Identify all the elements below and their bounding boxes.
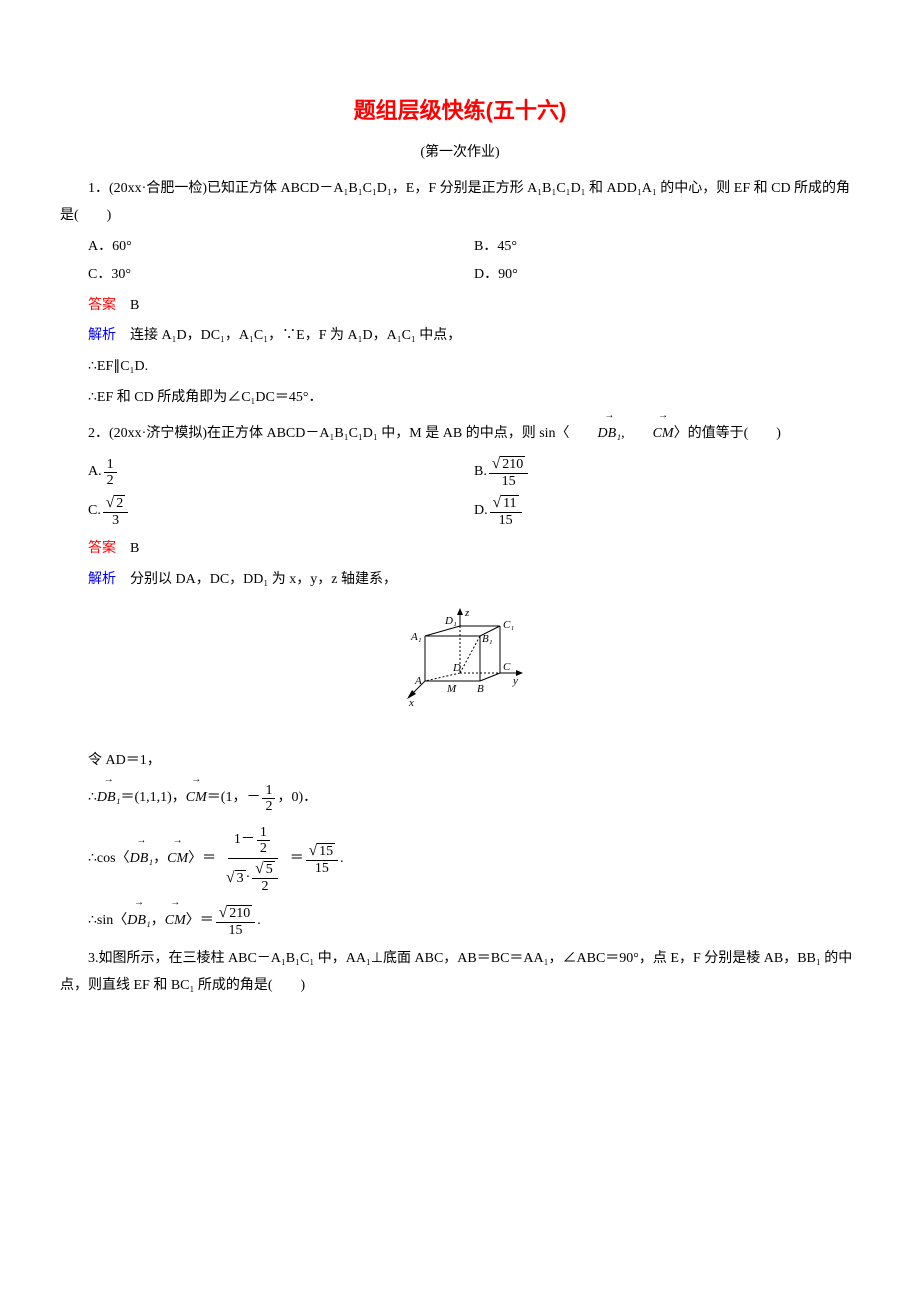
q1-answer-value: B (116, 298, 139, 313)
q1-analysis: 解析 连接 A₁D，DC₁，A₁C₁，∵E，F 为 A₁D，A₁C₁ 中点， (88, 323, 860, 350)
q1-line2: ∴EF∥C₁D. (88, 354, 860, 381)
q2-optA: A. 12 (88, 456, 474, 489)
svg-text:B₁: B₁ (482, 633, 493, 645)
q1-options-row1: A．60° B．45° (88, 234, 860, 261)
arrow-icon: → (625, 411, 674, 421)
q2-analysis: 解析 分别以 DA，DC，DD₁ 为 x，y，z 轴建系， (88, 567, 860, 594)
fraction: √23 (103, 495, 128, 528)
q2-optC: C. √23 (88, 495, 474, 528)
svg-text:D: D (452, 662, 461, 674)
analysis-label: 解析 (88, 328, 116, 343)
svg-text:A₁: A₁ (410, 631, 422, 643)
q2-analysis-text: 分别以 DA，DC，DD₁ 为 x，y，z 轴建系， (116, 572, 397, 587)
vec-cm: →CM (186, 785, 207, 812)
cube-figure: z D₁ C₁ A₁ B₁ A D C y M B x (60, 606, 860, 737)
q2-stem: 2．(20xx·济宁模拟)在正方体 ABCD－A₁B₁C₁D₁ 中，M 是 AB… (60, 421, 860, 448)
q1-line3: ∴EF 和 CD 所成角即为∠C₁DC＝45°． (88, 385, 860, 412)
q3-stem: 3.如图所示，在三棱柱 ABC－A₁B₁C₁ 中，AA₁⊥底面 ABC，AB＝B… (60, 946, 860, 999)
svg-text:C₁: C₁ (503, 619, 514, 631)
page-subtitle: (第一次作业) (60, 140, 860, 167)
q2-sin: ∴sin〈→DB₁，→CM〉＝ √21015. (88, 905, 860, 938)
svg-text:M: M (446, 683, 457, 695)
svg-text:A: A (414, 675, 422, 687)
q1-optA: A．60° (88, 234, 474, 261)
big-fraction: 1－12 √3·√52 (220, 823, 286, 897)
fraction: √1115 (490, 495, 522, 528)
answer-label: 答案 (88, 298, 116, 313)
q2-stem-suffix: 〉的值等于( ) (674, 426, 781, 441)
sqrt: √2 (106, 495, 125, 512)
fraction: √21015 (489, 456, 528, 489)
sqrt: √210 (492, 456, 525, 473)
q2-options-row1: A. 12 B. √21015 (88, 456, 860, 489)
q2-stem-prefix: 2．(20xx·济宁模拟)在正方体 ABCD－A₁B₁C₁D₁ 中，M 是 AB… (88, 426, 570, 441)
vec-db1: →DB₁ (570, 421, 622, 448)
sqrt: √11 (493, 495, 519, 512)
q2-options-row2: C. √23 D. √1115 (88, 495, 860, 528)
analysis-label: 解析 (88, 572, 116, 587)
svg-text:B: B (477, 683, 484, 695)
q2-cos: ∴cos〈→DB₁，→CM〉＝ 1－12 √3·√52 ＝ √1515. (88, 823, 860, 897)
page-title: 题组层级快练(五十六) (60, 90, 860, 132)
svg-text:y: y (512, 675, 518, 687)
q2-answer-value: B (116, 541, 139, 556)
arrow-icon: → (570, 411, 622, 421)
q2-optB: B. √21015 (474, 456, 860, 489)
answer-label: 答案 (88, 541, 116, 556)
q1-stem: 1．(20xx·合肥一检)已知正方体 ABCD－A₁B₁C₁D₁，E，F 分别是… (60, 176, 860, 229)
vec-cm: →CM (625, 421, 674, 448)
svg-text:x: x (408, 697, 414, 709)
q2-optD: D. √1115 (474, 495, 860, 528)
q1-optB: B．45° (474, 234, 860, 261)
vec-db1: →DB₁ (97, 785, 121, 812)
q2-vectors: ∴→DB₁＝(1,1,1)， →CM＝(1，－12，0)． (88, 783, 860, 815)
q1-options-row2: C．30° D．90° (88, 262, 860, 289)
cube-svg: z D₁ C₁ A₁ B₁ A D C y M B x (385, 606, 535, 726)
q1-optC: C．30° (88, 262, 474, 289)
fraction: 12 (104, 457, 117, 489)
z-label: z (464, 607, 470, 619)
svg-text:C: C (503, 661, 511, 673)
svg-text:D₁: D₁ (444, 615, 457, 627)
q1-analysis-text: 连接 A₁D，DC₁，A₁C₁，∵E，F 为 A₁D，A₁C₁ 中点， (116, 328, 461, 343)
q1-answer: 答案 B (88, 293, 860, 320)
q2-let: 令 AD＝1， (88, 748, 860, 775)
q2-answer: 答案 B (88, 536, 860, 563)
q1-optD: D．90° (474, 262, 860, 289)
